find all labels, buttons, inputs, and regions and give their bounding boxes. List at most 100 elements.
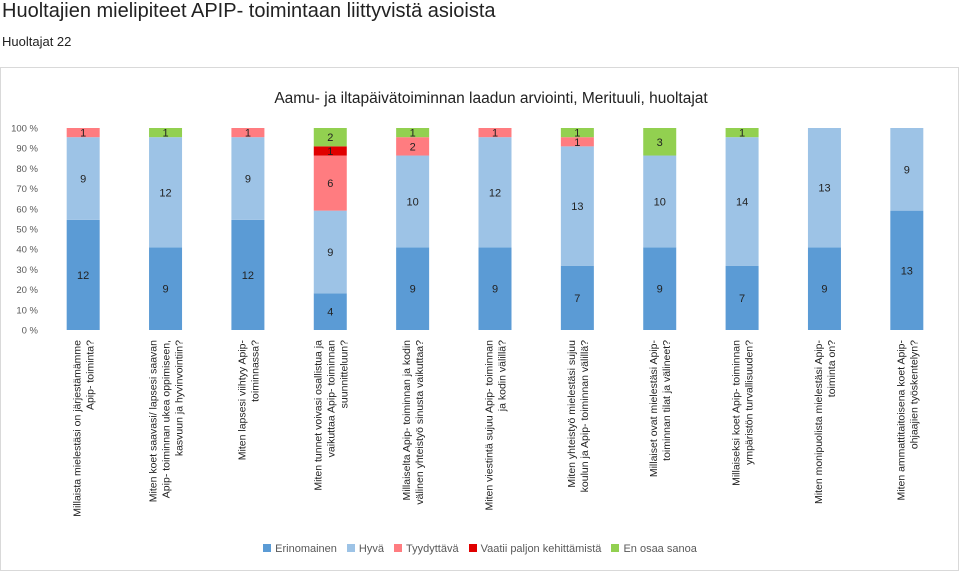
- x-category-label-line: Millaiset ovat mielestäsi Apip-: [648, 340, 660, 478]
- x-category-label-line: vaikuttaa Apip- toiminnan: [325, 340, 337, 457]
- chart-title: Aamu- ja iltapäivätoiminnan laadun arvio…: [274, 90, 708, 107]
- data-label: 1: [327, 146, 333, 158]
- y-tick-label: 30 %: [16, 265, 38, 276]
- legend-label: Hyvä: [358, 543, 384, 555]
- x-category-label-line: Miten monipuolista mielestäsi Apip-: [813, 340, 825, 504]
- x-category-label-line: ympäristön turvallisuuden?: [744, 340, 756, 465]
- legend-item: Vaatii paljon kehittämistä: [468, 543, 602, 555]
- bar-segment: [149, 128, 183, 138]
- x-category-label-line: toiminnassa?: [249, 340, 261, 402]
- x-category-label-line: ohjaajien työskentelyn?: [908, 340, 920, 449]
- legend-item: Hyvä: [346, 543, 384, 555]
- bar-segment: [396, 137, 430, 156]
- x-category-label: Millaiselta Apip- toiminnan ja kodin väli…: [401, 340, 426, 505]
- data-label: 1: [245, 128, 251, 140]
- bar-segment: [66, 137, 100, 220]
- bar-segment: [478, 128, 512, 138]
- data-label: 12: [77, 270, 89, 282]
- data-label: 2: [410, 141, 416, 153]
- bar-segment: [807, 128, 841, 248]
- data-label: 7: [574, 293, 580, 305]
- data-label: 12: [159, 187, 171, 199]
- bar-segment: [313, 146, 347, 156]
- x-category-label: Millaista mielestäsi on järjestämämme Api…: [72, 340, 97, 517]
- y-tick-label: 40 %: [16, 245, 38, 256]
- data-label: 1: [410, 128, 416, 140]
- data-label: 1: [574, 128, 580, 140]
- y-tick-label: 80 %: [16, 164, 38, 175]
- page-subtitle: Huoltajat 22: [2, 34, 72, 49]
- page-title: Huoltajien mielipiteet APIP- toimintaan …: [2, 0, 496, 22]
- bar-segment: [66, 128, 100, 138]
- x-category-label-line: Miten lapsesi viihtyy Apip-: [236, 339, 248, 460]
- legend-swatch: [611, 544, 620, 552]
- x-category-label-line: toiminta on?: [826, 340, 838, 397]
- x-category-label-line: kasvuun ja hyvinvointiin?: [174, 340, 186, 456]
- data-label: 9: [327, 247, 333, 259]
- data-label: 1: [80, 128, 86, 140]
- bar-segment: [560, 265, 594, 330]
- y-tick-label: 90 %: [16, 144, 38, 155]
- bar-segment: [149, 137, 183, 248]
- legend-label: En osaa sanoa: [623, 543, 697, 555]
- x-category-label-line: Millaista mielestäsi on järjestämämme: [72, 340, 84, 517]
- data-label: 9: [657, 284, 663, 296]
- legend-item: Erinomainen: [263, 543, 337, 555]
- data-label: 4: [327, 307, 333, 319]
- bar-segment: [231, 137, 265, 220]
- data-label: 9: [904, 164, 910, 176]
- data-label: 12: [489, 187, 501, 199]
- bar-segment: [725, 137, 759, 266]
- data-label: 9: [162, 284, 168, 296]
- x-category-label-line: välinen yhteistyö sinusta vaikuttaa?: [414, 340, 426, 505]
- data-label: 14: [736, 196, 748, 208]
- x-category-label-line: toiminnan tilat ja välineet?: [661, 340, 673, 461]
- y-tick-label: 60 %: [16, 204, 38, 215]
- x-category-label-line: ja kodin välillä?: [497, 340, 509, 412]
- data-label: 9: [492, 284, 498, 296]
- data-label: 9: [821, 284, 827, 296]
- data-label: 10: [407, 196, 419, 208]
- x-category-label-line: Miten viestintä sujuu Apip- toiminnan: [484, 340, 496, 511]
- data-label: 12: [242, 270, 254, 282]
- bar-segment: [313, 155, 347, 211]
- data-label: 1: [739, 128, 745, 140]
- legend-label: Tyydyttävä: [405, 543, 459, 555]
- data-label: 9: [410, 284, 416, 296]
- bar-segment: [560, 146, 594, 266]
- data-label: 3: [657, 137, 663, 149]
- legend-item: Tyydyttävä: [393, 543, 459, 555]
- x-category-label: Miten viestintä sujuu Apip- toiminnan ja …: [484, 340, 509, 511]
- bar-segment: [149, 247, 183, 330]
- x-category-label-line: Apip- toiminta?: [85, 340, 97, 410]
- data-label: 1: [492, 128, 498, 140]
- data-label: 1: [574, 137, 580, 149]
- bar-segment: [396, 247, 430, 330]
- x-category-label-line: suunnitteluun?: [338, 340, 350, 408]
- data-label: 1: [162, 128, 168, 140]
- x-category-label: Miten tunnet voivasi osallistua ja vaikut…: [312, 340, 350, 491]
- x-category-label-line: Miten yhteistyö mielestäsi sujuu: [566, 340, 578, 488]
- y-tick-label: 0 %: [22, 326, 39, 337]
- legend-swatch: [346, 544, 355, 552]
- bar-segment: [725, 128, 759, 138]
- x-category-label: Miten yhteistyö mielestäsi sujuu koulun j…: [566, 340, 591, 493]
- x-category-label-line: Miten tunnet voivasi osallistua ja: [312, 340, 324, 491]
- bar-segment: [560, 137, 594, 147]
- legend-swatch: [263, 544, 272, 552]
- data-label: 9: [80, 174, 86, 186]
- data-label: 2: [327, 132, 333, 144]
- bar-segment: [890, 210, 924, 330]
- chart-legend: Erinomainen Hyvä Tyydyttävä Vaatii paljon k…: [0, 543, 960, 555]
- bar-segment: [231, 128, 265, 138]
- bar-segment: [66, 219, 100, 330]
- bar-segment: [396, 155, 430, 248]
- legend-label: Vaatii paljon kehittämistä: [480, 543, 602, 555]
- x-category-label: Miten koet saavasi/ lapsesi saavan Apip- …: [148, 340, 186, 502]
- x-category-label: Millaiset ovat mielestäsi Apip-toiminnan…: [648, 340, 673, 478]
- legend-swatch: [468, 544, 477, 552]
- bar-segment: [478, 137, 512, 248]
- data-label: 13: [571, 201, 583, 213]
- data-label: 7: [739, 293, 745, 305]
- bar-segment: [313, 210, 347, 294]
